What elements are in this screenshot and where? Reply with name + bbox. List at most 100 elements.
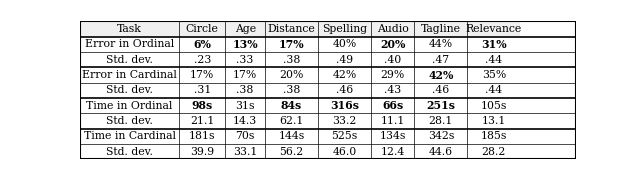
Bar [318,67,371,83]
Bar [225,113,265,129]
Text: .33: .33 [237,55,254,65]
Bar [80,52,179,67]
Bar [371,98,414,113]
Bar [225,37,265,52]
Bar [371,37,414,52]
Bar [80,129,179,144]
Bar [318,83,371,98]
Bar [80,37,179,52]
Text: 40%: 40% [333,39,356,49]
Bar [179,144,225,159]
Bar [371,67,414,83]
Text: 29%: 29% [381,70,405,80]
Bar [225,21,265,37]
Text: 44%: 44% [429,39,453,49]
Bar [371,144,414,159]
Text: 144s: 144s [278,131,305,141]
Text: Task: Task [117,24,142,34]
Bar [414,83,467,98]
Bar [179,67,225,83]
Bar [467,52,520,67]
Bar [179,113,225,129]
Text: Std. dev.: Std. dev. [106,116,153,126]
Text: Spelling: Spelling [322,24,367,34]
Text: 28.1: 28.1 [429,116,453,126]
Bar [318,52,371,67]
Text: .40: .40 [384,55,401,65]
Bar [467,98,520,113]
Text: 70s: 70s [236,131,255,141]
Bar [80,67,179,83]
Bar [318,37,371,52]
Bar [371,21,414,37]
Text: 6%: 6% [193,39,211,50]
Text: Std. dev.: Std. dev. [106,55,153,65]
Text: 20%: 20% [380,39,405,50]
Text: 66s: 66s [382,100,403,111]
Bar [467,21,520,37]
Bar [467,37,520,52]
Text: .46: .46 [432,85,449,95]
Bar [225,67,265,83]
Text: .44: .44 [485,55,502,65]
Text: 42%: 42% [333,70,356,80]
Text: 134s: 134s [380,131,406,141]
Text: 12.4: 12.4 [381,147,405,157]
Bar [265,113,318,129]
Bar [225,98,265,113]
Text: 28.2: 28.2 [482,147,506,157]
Bar [179,21,225,37]
Bar [318,98,371,113]
Bar [318,129,371,144]
Bar [371,113,414,129]
Bar [265,144,318,159]
Text: Relevance: Relevance [466,24,522,34]
Bar [371,83,414,98]
Text: 44.6: 44.6 [429,147,453,157]
Bar [265,37,318,52]
Text: 84s: 84s [281,100,302,111]
Text: .47: .47 [432,55,449,65]
Bar [414,37,467,52]
Text: Distance: Distance [268,24,316,34]
Bar [80,113,179,129]
Bar [225,129,265,144]
Text: 20%: 20% [279,70,304,80]
Text: 17%: 17% [190,70,214,80]
Bar [414,21,467,37]
Bar [225,144,265,159]
Text: 35%: 35% [482,70,506,80]
Bar [414,67,467,83]
Text: .38: .38 [237,85,254,95]
Text: 56.2: 56.2 [280,147,303,157]
Text: Time in Ordinal: Time in Ordinal [86,101,173,111]
Bar [414,144,467,159]
Bar [467,129,520,144]
Bar [80,21,179,37]
Text: Time in Cardinal: Time in Cardinal [84,131,175,141]
Bar [467,113,520,129]
Text: Std. dev.: Std. dev. [106,147,153,157]
Text: .38: .38 [283,55,300,65]
Bar [179,52,225,67]
Text: 31s: 31s [236,101,255,111]
Text: 42%: 42% [428,70,454,81]
Bar [80,144,179,159]
Text: Circle: Circle [186,24,219,34]
Text: .43: .43 [384,85,401,95]
Bar [414,113,467,129]
Bar [414,52,467,67]
Text: .49: .49 [336,55,353,65]
Bar [179,37,225,52]
Text: 17%: 17% [233,70,257,80]
Bar [318,21,371,37]
Bar [80,98,179,113]
Bar [179,98,225,113]
Text: 33.1: 33.1 [233,147,257,157]
Text: 39.9: 39.9 [190,147,214,157]
Bar [467,67,520,83]
Text: 31%: 31% [481,39,507,50]
Text: 33.2: 33.2 [332,116,357,126]
Text: .46: .46 [336,85,353,95]
Bar [225,83,265,98]
